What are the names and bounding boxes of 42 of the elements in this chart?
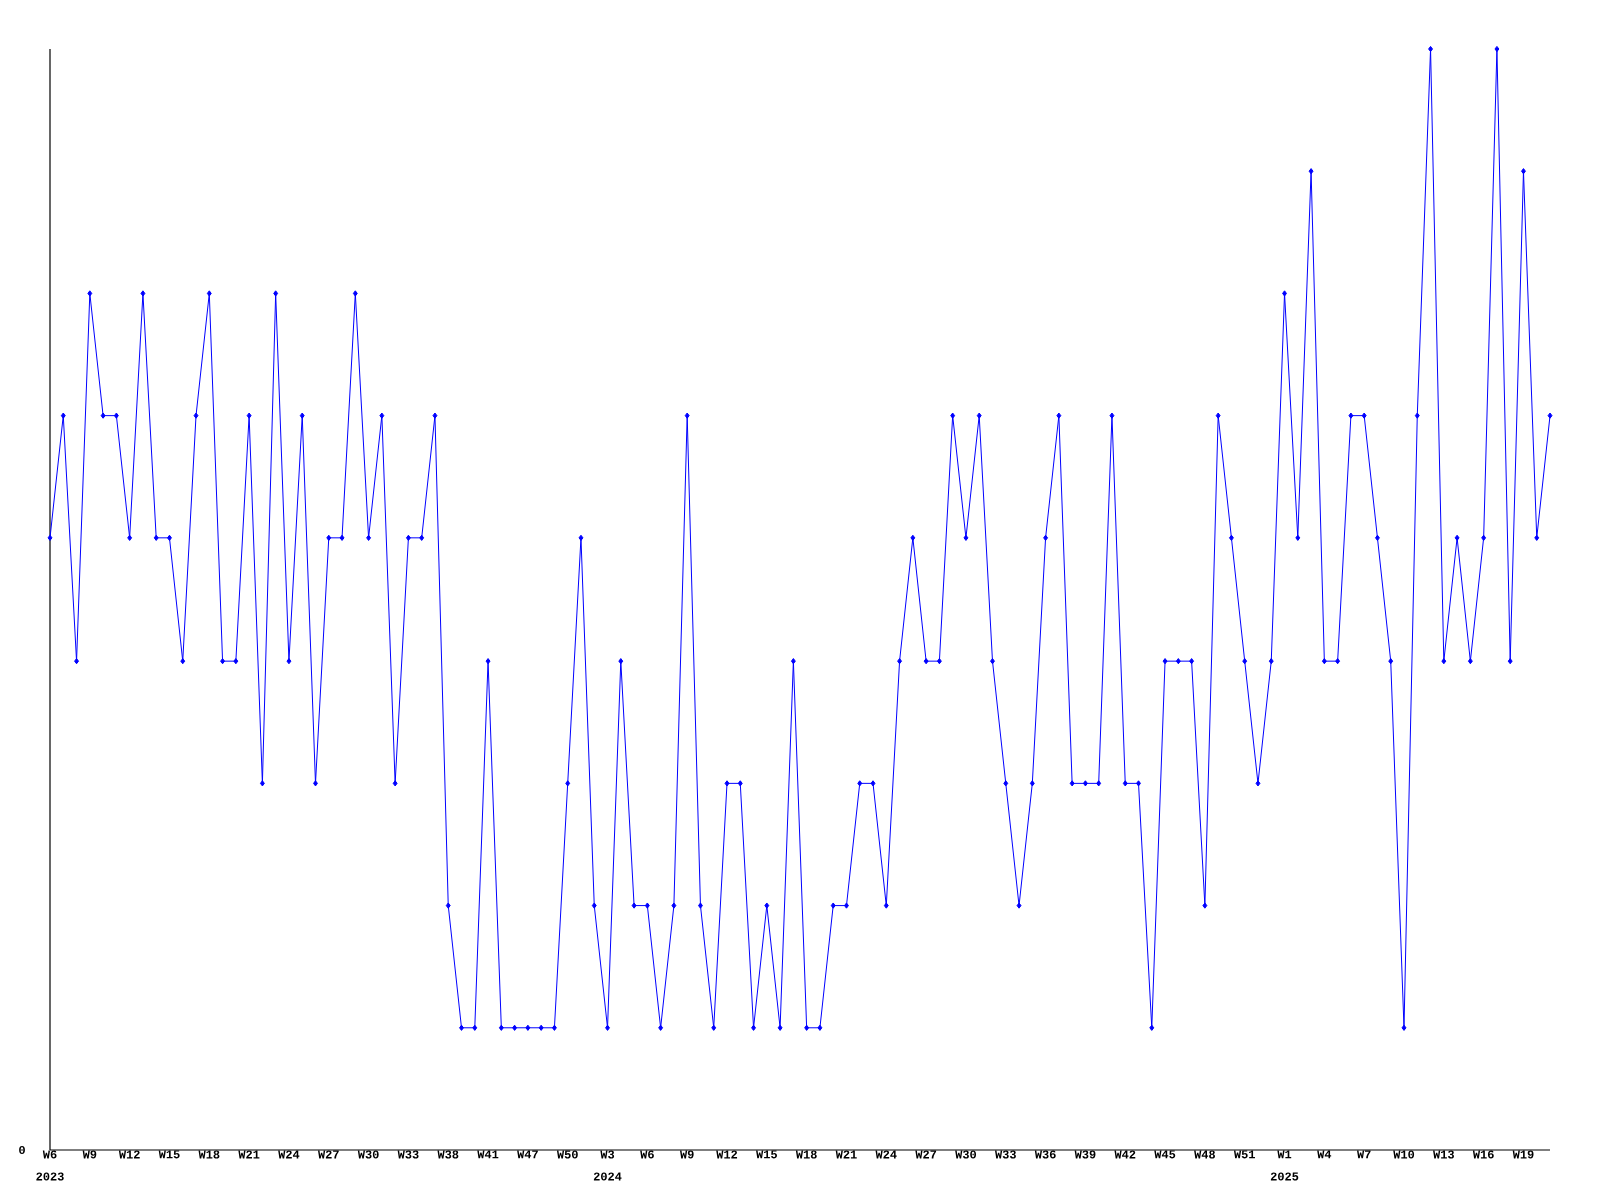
x-tick-label: W30 [357, 1150, 379, 1159]
x-tick-label: W42 [1114, 1150, 1136, 1159]
x-tick-label: W7 [1357, 1150, 1371, 1159]
x-tick-label: W1 [1277, 1150, 1292, 1159]
x-tick-label: W24 [875, 1150, 897, 1159]
x-tick-label: W45 [1154, 1150, 1176, 1159]
x-tick-label: W33 [397, 1150, 419, 1159]
x-tick-label: W18 [198, 1150, 220, 1159]
x-tick-label: W30 [955, 1150, 977, 1159]
x-tick-label: W21 [835, 1150, 857, 1159]
text: 2025 [1270, 1172, 1299, 1181]
x-tick-label: W50 [556, 1150, 578, 1159]
x-tick-label: W9 [82, 1150, 97, 1159]
x-tick-label: W15 [158, 1150, 180, 1159]
x-tick-label: W27 [915, 1150, 937, 1159]
x-tick-label: W36 [1034, 1150, 1056, 1159]
x-tick-label: W4 [1317, 1150, 1332, 1159]
text: 0 [19, 1145, 25, 1155]
x-tick-label: W16 [1472, 1150, 1494, 1159]
x-tick-label: W33 [995, 1150, 1016, 1159]
x-tick-label: W6 [640, 1150, 654, 1159]
x-tick-label: W12 [118, 1150, 140, 1159]
text: 2024 [593, 1172, 622, 1181]
x-tick-label: W12 [716, 1150, 738, 1159]
x-tick-label: W15 [756, 1150, 777, 1159]
x-tick-label: W10 [1393, 1150, 1415, 1159]
x-tick-label: W51 [1233, 1150, 1255, 1159]
x-tick-label: W47 [517, 1150, 538, 1159]
x-tick-label: W19 [1512, 1150, 1534, 1159]
x-tick-label: W38 [437, 1150, 459, 1159]
text: 2023 [36, 1172, 64, 1181]
x-tick-label: W21 [238, 1150, 260, 1159]
x-tick-label: W24 [278, 1150, 300, 1159]
x-tick-label: W6 [42, 1150, 57, 1159]
x-tick-label: W18 [795, 1150, 817, 1159]
x-tick-label: W13 [1433, 1150, 1454, 1159]
x-tick-label: W48 [1194, 1150, 1215, 1159]
x-tick-label: W9 [680, 1150, 694, 1159]
x-tick-label: W3 [600, 1150, 615, 1159]
x-tick-label: W39 [1074, 1150, 1096, 1159]
x-tick-label: W27 [318, 1150, 339, 1159]
x-tick-label: W41 [477, 1150, 499, 1159]
